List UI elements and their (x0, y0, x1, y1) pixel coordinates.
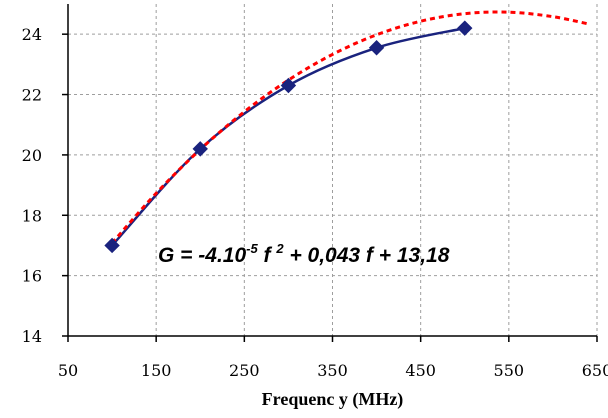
x-tick-label: 450 (405, 361, 436, 380)
y-tick-label: 20 (22, 146, 42, 165)
equation-suffix: + 0,043 f + 13,18 (284, 244, 450, 267)
measured-point-marker (457, 20, 473, 36)
y-tick-label: 24 (22, 25, 42, 44)
measured-point-marker (280, 77, 297, 94)
tick-labels: 50 150 250 350 450 550 650 14 16 18 20 22 24 (22, 25, 608, 380)
y-tick-label: 16 (22, 267, 42, 286)
measured-point-marker (192, 141, 208, 157)
x-tick-label: 150 (141, 361, 172, 380)
measured-point-marker (368, 40, 385, 56)
x-tick-label: 650 (582, 361, 608, 380)
x-tick-label: 550 (494, 361, 525, 380)
equation-exponent-1: -5 (246, 241, 258, 256)
x-tick-label: 350 (317, 361, 348, 380)
equation-exponent-2: 2 (275, 241, 284, 256)
equation-prefix: G = -4.10 (158, 244, 246, 267)
axes (62, 4, 598, 342)
fitted-curve-line (110, 10, 589, 245)
measured-point-marker (104, 237, 120, 254)
y-tick-label: 14 (22, 327, 42, 346)
equation-annotation: G = -4.10-5 f 2 + 0,043 f + 13,18 (158, 241, 450, 267)
measured-series-line (111, 26, 466, 247)
grid-lines (68, 4, 598, 336)
y-tick-label: 22 (22, 86, 42, 105)
x-axis-label: Frequenc y (MHz) (262, 389, 404, 410)
x-tick-label: 250 (229, 361, 260, 380)
equation-mid: f (258, 244, 277, 267)
x-tick-label: 50 (58, 361, 78, 380)
y-tick-label: 18 (22, 206, 42, 225)
series-layer (104, 10, 589, 254)
